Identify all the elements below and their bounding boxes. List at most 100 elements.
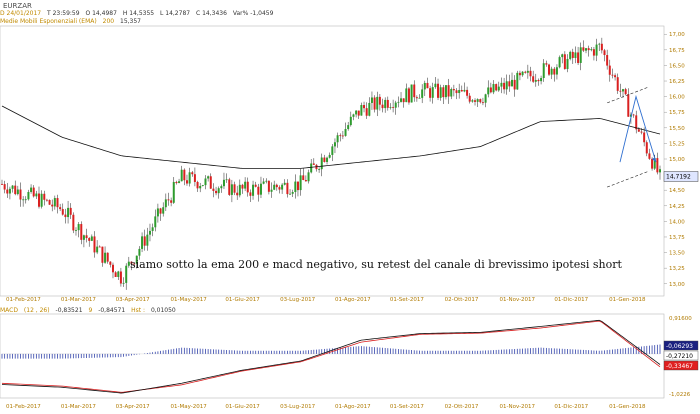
candle-body	[466, 89, 469, 96]
candle-body	[98, 246, 101, 248]
candle-body	[252, 184, 255, 196]
candle-body	[180, 169, 183, 182]
candle-body	[323, 157, 326, 162]
candle-body	[101, 246, 104, 263]
candle-body	[209, 176, 212, 189]
y-tick-label: 13,50	[669, 251, 685, 257]
candle-body	[154, 216, 157, 228]
macd-signal-line	[1, 320, 661, 393]
candle-body	[225, 179, 228, 181]
macd-badge-label: -0,33467	[666, 363, 693, 370]
candle-body	[548, 64, 551, 75]
macd-x-axis: 01-Feb-2017 01-Mar-2017 03-Apr-2017 01-May-…	[6, 404, 646, 410]
ema-200-line	[1, 105, 661, 169]
macd-v2: -0,84571	[98, 307, 126, 314]
ema-period: 200	[102, 18, 115, 25]
candle-body	[590, 49, 593, 51]
candle-body	[56, 198, 59, 208]
candle-body	[640, 131, 643, 133]
candle-body	[122, 282, 125, 284]
candle-body	[328, 154, 331, 158]
macd-hist-label: Hst :	[131, 307, 146, 314]
candle-body	[164, 199, 167, 208]
candle-body	[16, 189, 19, 195]
candle-body	[48, 200, 51, 205]
candle-body	[484, 94, 487, 103]
candle-body	[386, 99, 389, 108]
candle-body	[207, 176, 210, 179]
x-tick-label: 01-Ago-2017	[335, 297, 371, 303]
candle-body	[331, 146, 334, 155]
candle-body	[651, 158, 654, 169]
candle-body	[51, 204, 54, 207]
candle-body	[460, 90, 463, 92]
candle-body	[624, 89, 627, 95]
candle-body	[191, 172, 194, 175]
candle-body	[104, 252, 107, 263]
channel-upper-line	[607, 86, 649, 104]
candle-body	[37, 193, 40, 207]
candle-body	[505, 81, 508, 90]
y-tick-label: 15,25	[669, 141, 685, 147]
candle-body	[492, 84, 495, 93]
candle-body	[653, 158, 656, 169]
candle-body	[156, 208, 159, 217]
candle-body	[220, 186, 223, 189]
x-tick-label: 01-Feb-2017	[6, 297, 41, 303]
candle-body	[267, 180, 270, 192]
candle-body	[106, 252, 109, 262]
macd-badge-label: -0,06293	[666, 343, 693, 350]
candle-body	[90, 236, 93, 241]
candle-body	[360, 105, 363, 116]
candle-body	[410, 84, 413, 103]
candle-body	[318, 169, 321, 170]
candle-body	[204, 178, 207, 186]
candle-body	[273, 184, 276, 190]
y-tick-label: 14,50	[669, 188, 685, 194]
candle-body	[400, 98, 403, 102]
candle-body	[532, 76, 535, 82]
x-tick-label: 01-Dic-2017	[554, 404, 588, 410]
candle-body	[246, 181, 249, 193]
price-x-axis: 01-Feb-2017 01-Mar-2017 03-Apr-2017 01-May-…	[6, 297, 646, 303]
x-tick-label: 03-Lug-2017	[280, 297, 315, 303]
candle-body	[389, 107, 392, 108]
candle-body	[162, 207, 165, 214]
candle-body	[645, 142, 648, 154]
candle-body	[384, 99, 387, 109]
macd-params: (12 , 26)	[23, 307, 50, 314]
x-tick-label: 01-Giu-2017	[225, 297, 260, 303]
candle-body	[582, 47, 585, 51]
macd-line	[1, 319, 661, 394]
candle-body	[117, 271, 120, 277]
candle-body	[489, 87, 492, 93]
candle-body	[114, 272, 117, 277]
candle-body	[183, 169, 186, 181]
candle-body	[283, 182, 286, 185]
candle-body	[167, 199, 170, 201]
candle-body	[555, 67, 558, 75]
candle-body	[196, 181, 199, 189]
candle-body	[392, 107, 395, 108]
price-panel-frame	[0, 25, 665, 297]
candle-body	[378, 96, 381, 105]
candle-body	[310, 163, 313, 173]
y-tick-label: 15,75	[669, 110, 685, 116]
candle-body	[74, 230, 77, 231]
candle-body	[109, 261, 112, 265]
candle-body	[69, 207, 72, 215]
ema-200-series	[1, 105, 661, 169]
candle-body	[11, 185, 14, 189]
candle-body	[495, 84, 498, 91]
candle-body	[637, 129, 640, 132]
x-tick-label: 03-Lug-2017	[280, 404, 315, 410]
candle-body	[585, 48, 588, 51]
candle-body	[571, 51, 574, 58]
x-tick-label: 01-Mar-2017	[61, 404, 96, 410]
candle-body	[545, 63, 548, 65]
candle-body	[119, 271, 122, 284]
candle-body	[30, 187, 33, 192]
channel-lower-line	[607, 171, 649, 188]
candle-body	[511, 79, 514, 87]
